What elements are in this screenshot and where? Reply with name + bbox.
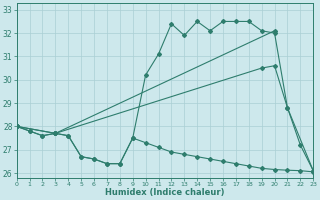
X-axis label: Humidex (Indice chaleur): Humidex (Indice chaleur) (105, 188, 225, 197)
